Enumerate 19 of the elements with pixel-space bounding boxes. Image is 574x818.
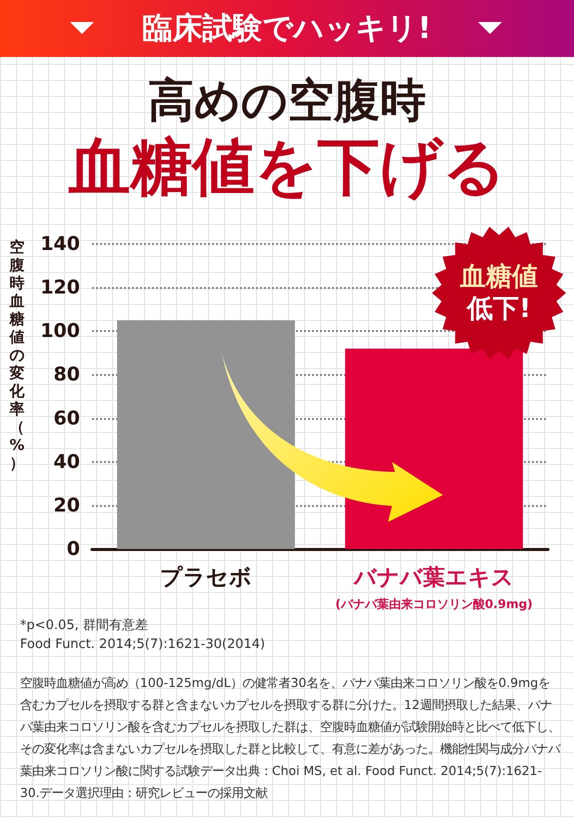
y-tick-label: 80 <box>54 364 80 386</box>
text: 臨床試験でハッキリ! <box>142 11 432 46</box>
chart-title: 高めの空腹時 <box>147 72 427 129</box>
y-tick-label: 20 <box>54 494 80 516</box>
text: *p<0.05, 群間有意差 <box>20 617 149 635</box>
x-tick-label: プラセボ <box>160 566 252 590</box>
y-tick-label: 100 <box>40 320 80 342</box>
annotation: 低下! <box>467 293 531 325</box>
y-tick-label: 60 <box>54 407 80 430</box>
chart-subtitle: 血糖値を下げる <box>68 130 506 204</box>
y-tick-label: 120 <box>40 276 80 299</box>
annotation: 血糖値 <box>460 261 538 293</box>
y-tick-label: 40 <box>54 450 80 473</box>
y-tick-label: 140 <box>40 233 80 255</box>
y-tick-label: 0 <box>66 538 80 560</box>
text: 空腹時血糖値が高め（100-125mg/dL）の健常者30名を、バナバ葉由来コロソリン酸を0.9mgを含むカプセルを摂取する群と含まないカプセルを摂取する群に分けた。12週間摂取した結果、バナバ葉由来コロソリン酸を含むカプセルを摂取した群は、空腹時血糖値が試験開始時と比べて低下し、その変化率は含まないカプセルを摂取した群と比較して、有意に差があった。機能性関与成分バナバ葉由来コロソリン酸に関する試験データ出典：Choi MS, et al. Food Funct. 2014;5(7):1621-30.データ選択理由：研究レビューの採用文献 <box>20 674 560 802</box>
x-tick-label: バナバ葉エキス (バナバ葉由来コロソリン酸0.9mg) <box>335 566 533 611</box>
text: 空腹時血糖値の変化率（%） <box>9 238 25 472</box>
text: Food Funct. 2014;5(7):1621-30(2014) <box>20 636 266 654</box>
